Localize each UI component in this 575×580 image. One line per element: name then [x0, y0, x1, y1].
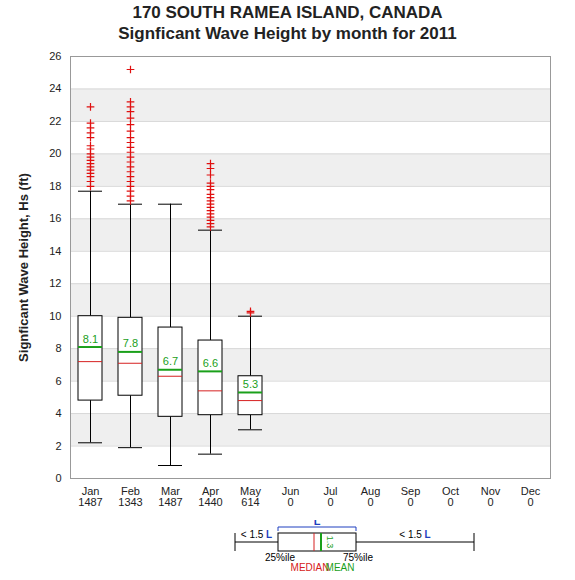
- svg-text:24: 24: [49, 82, 61, 94]
- html-text:Signficant Wave Height by mont: Signficant Wave Height by month for 2011: [118, 24, 457, 43]
- svg-text:1.3: 1.3: [325, 536, 335, 549]
- svg-text:25%ile: 25%ile: [265, 552, 295, 563]
- svg-text:18: 18: [49, 180, 61, 192]
- svg-text:26: 26: [49, 50, 61, 62]
- svg-text:Feb1343: Feb1343: [118, 485, 142, 508]
- svg-text:MEAN: MEAN: [326, 562, 355, 573]
- svg-text:75%ile: 75%ile: [343, 552, 373, 563]
- svg-text:2: 2: [55, 440, 61, 452]
- svg-text:L: L: [314, 520, 321, 527]
- svg-text:Jan1487: Jan1487: [78, 485, 102, 508]
- svg-text:Jun0: Jun0: [282, 485, 300, 508]
- svg-text:< 1.5 L: < 1.5 L: [399, 529, 430, 540]
- svg-text:Jul0: Jul0: [323, 485, 337, 508]
- svg-text:Dec0: Dec0: [521, 485, 541, 508]
- svg-text:14: 14: [49, 245, 61, 257]
- svg-text:16: 16: [49, 212, 61, 224]
- svg-text:Nov0: Nov0: [481, 485, 501, 508]
- svg-text:20: 20: [49, 147, 61, 159]
- svg-text:Apr1440: Apr1440: [198, 485, 222, 508]
- svg-text:22: 22: [49, 115, 61, 127]
- svg-text:Aug0: Aug0: [361, 485, 381, 508]
- svg-text:Sep0: Sep0: [401, 485, 421, 508]
- svg-text:Oct0: Oct0: [442, 485, 459, 508]
- svg-text:12: 12: [49, 277, 61, 289]
- svg-text:6.6: 6.6: [203, 357, 218, 369]
- svg-text:< 1.5 L: < 1.5 L: [241, 529, 272, 540]
- svg-text:4: 4: [55, 407, 61, 419]
- svg-text:6: 6: [55, 375, 61, 387]
- svg-text:0: 0: [55, 472, 61, 484]
- svg-text:MEDIAN: MEDIAN: [291, 562, 330, 573]
- svg-text:Mar1487: Mar1487: [158, 485, 182, 508]
- html-text:170 SOUTH RAMEA ISLAND, CANADA: 170 SOUTH RAMEA ISLAND, CANADA: [132, 3, 443, 22]
- svg-text:6.7: 6.7: [163, 355, 178, 367]
- svg-text:Signficant Wave Height, Hs (ft: Signficant Wave Height, Hs (ft): [16, 173, 31, 362]
- svg-text:8.1: 8.1: [83, 333, 98, 345]
- svg-text:5.3: 5.3: [243, 378, 258, 390]
- svg-text:10: 10: [49, 310, 61, 322]
- svg-text:May614: May614: [240, 485, 261, 508]
- svg-text:8: 8: [55, 342, 61, 354]
- svg-text:7.8: 7.8: [123, 337, 138, 349]
